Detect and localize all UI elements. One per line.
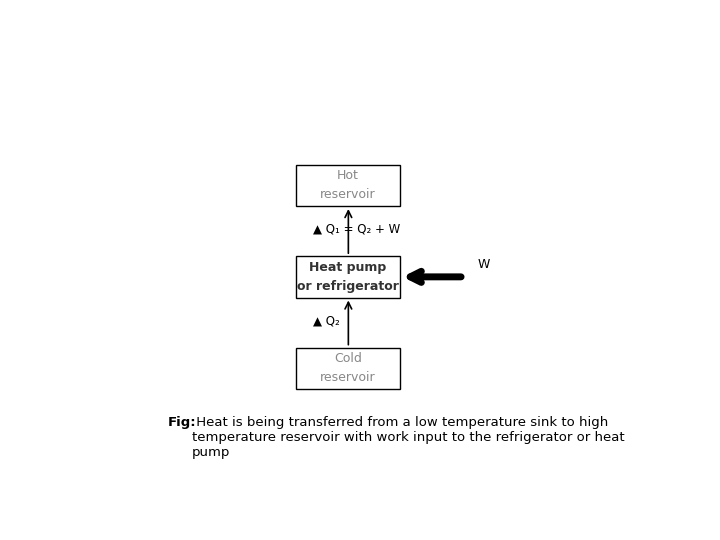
- Text: Fig:: Fig:: [168, 416, 197, 429]
- Text: ▲ Q₂: ▲ Q₂: [313, 314, 340, 327]
- Bar: [297, 348, 400, 389]
- Text: W: W: [478, 258, 490, 271]
- Bar: [297, 256, 400, 298]
- Text: Heat is being transferred from a low temperature sink to high
temperature reserv: Heat is being transferred from a low tem…: [192, 416, 624, 459]
- Text: ▲ Q₁ = Q₂ + W: ▲ Q₁ = Q₂ + W: [313, 222, 400, 235]
- Bar: [297, 165, 400, 206]
- Text: Heat pump
or refrigerator: Heat pump or refrigerator: [297, 261, 399, 293]
- Text: Cold
reservoir: Cold reservoir: [320, 352, 376, 384]
- Text: Hot
reservoir: Hot reservoir: [320, 170, 376, 201]
